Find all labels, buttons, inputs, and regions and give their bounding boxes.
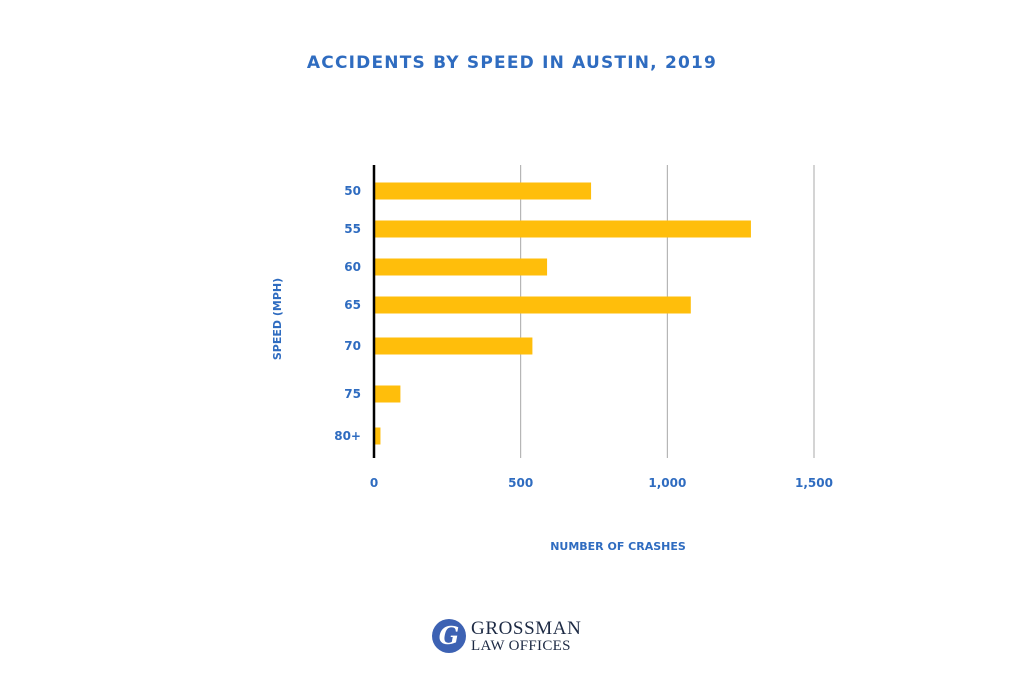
bar-60 (374, 258, 548, 276)
x-tick-label: 1,000 (648, 476, 686, 490)
x-tick-labels: 0 500 1,000 1,500 (370, 476, 833, 490)
logo-g-icon: G (432, 619, 466, 653)
y-tick-label: 75 (344, 387, 361, 401)
logo-line-2: LAW OFFICES (471, 637, 571, 654)
logo-text: GROSSMAN LAW OFFICES (471, 619, 581, 654)
logo: G GROSSMAN LAW OFFICES (432, 617, 581, 655)
bars (374, 182, 751, 445)
x-tick-label: 1,500 (795, 476, 833, 490)
bar-50 (374, 182, 592, 200)
bar-65 (374, 296, 691, 314)
x-tick-label: 500 (508, 476, 533, 490)
y-axis-title: SPEED (MPH) (271, 278, 284, 360)
y-tick-label: 80+ (334, 429, 361, 443)
y-tick-label: 65 (344, 298, 361, 312)
bar-70 (374, 337, 533, 355)
y-tick-label: 55 (344, 222, 361, 236)
x-tick-label: 0 (370, 476, 378, 490)
bar-75 (374, 385, 401, 403)
y-tick-labels: 50 55 60 65 70 75 80+ (334, 184, 361, 443)
y-tick-label: 50 (344, 184, 361, 198)
bar-55 (374, 220, 751, 238)
bar-chart: 50 55 60 65 70 75 80+ 0 500 1,000 1,500 NUMBER OF… (271, 165, 833, 553)
logo-line-1: GROSSMAN (471, 617, 582, 639)
y-tick-label: 70 (344, 339, 361, 353)
y-tick-label: 60 (344, 260, 361, 274)
x-axis-title: NUMBER OF CRASHES (550, 540, 686, 553)
chart-title: ACCIDENTS BY SPEED IN AUSTIN, 2019 (306, 53, 718, 73)
bar-80plus (374, 427, 381, 445)
